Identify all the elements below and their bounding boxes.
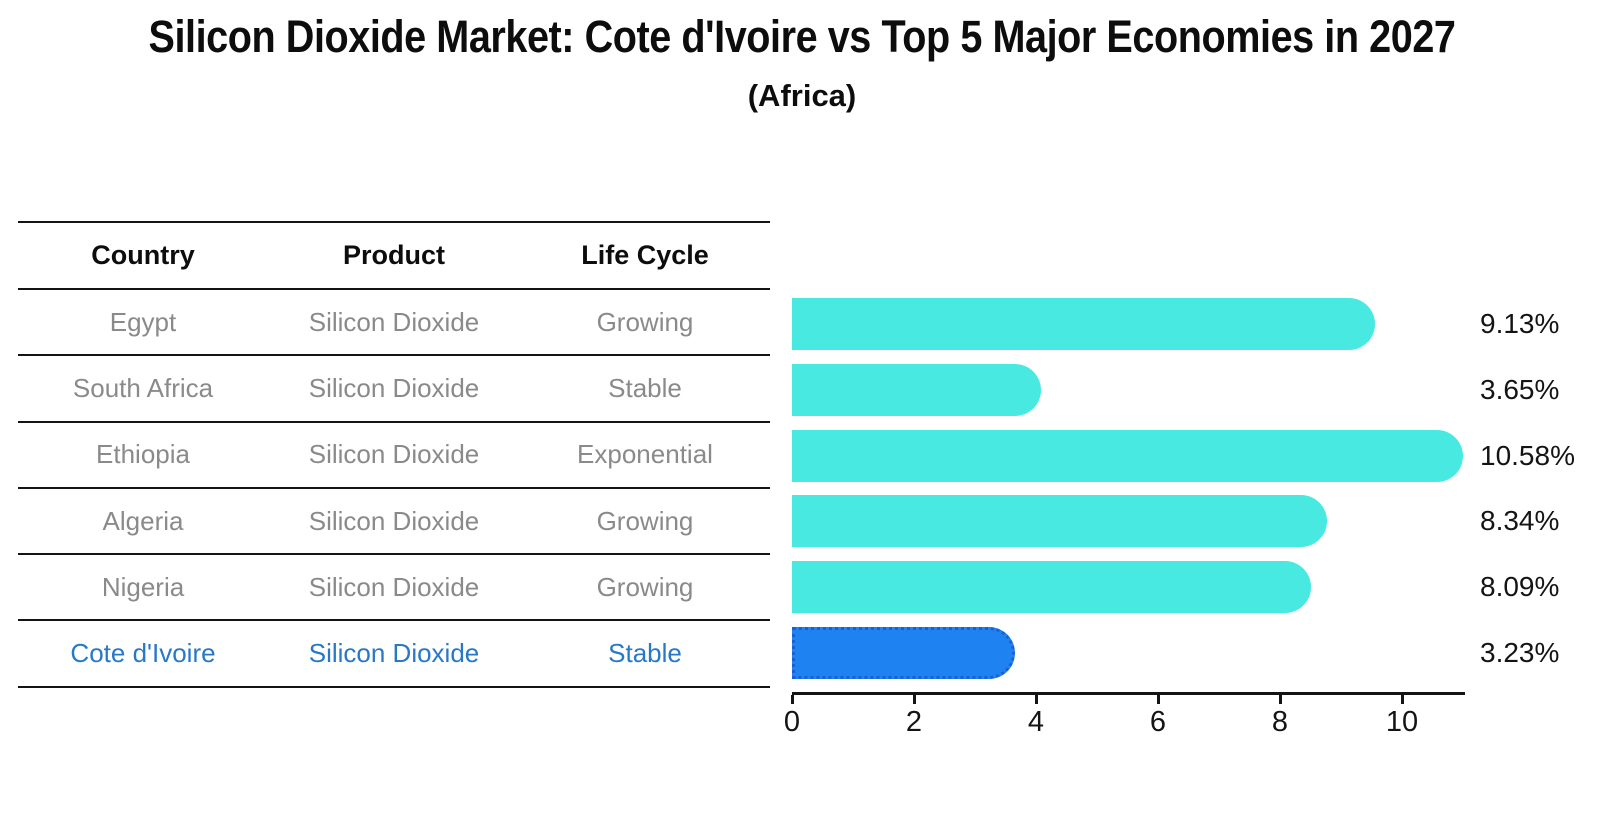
value-label: 3.65% xyxy=(1480,373,1560,405)
value-label: 10.58% xyxy=(1480,439,1575,471)
table-header-country: Country xyxy=(91,240,195,270)
x-tick-mark xyxy=(1034,695,1038,704)
cell-product: Silicon Dioxide xyxy=(308,372,480,403)
cell-product: Silicon Dioxide xyxy=(308,439,480,470)
x-tick-mark xyxy=(912,695,916,704)
x-tick-label: 0 xyxy=(783,706,801,738)
table-row: Egypt Silicon Dioxide Growing xyxy=(18,290,770,357)
table-row: Cote d'Ivoire Silicon Dioxide Stable xyxy=(18,621,770,688)
cell-life_cycle: Growing xyxy=(596,306,694,337)
value-label: 3.23% xyxy=(1480,637,1560,668)
bar-Algeria xyxy=(792,495,1327,548)
table-header-product: Product xyxy=(342,240,445,270)
table-row: Algeria Silicon Dioxide Growing xyxy=(18,489,770,556)
cell-life_cycle: Growing xyxy=(596,505,694,536)
table-row: South Africa Silicon Dioxide Stable xyxy=(18,356,770,423)
page-title: Silicon Dioxide Market: Cote d'Ivoire vs… xyxy=(148,11,1456,62)
cell-product: Silicon Dioxide xyxy=(308,638,480,669)
x-tick-label: 10 xyxy=(1385,706,1419,738)
cell-life_cycle: Growing xyxy=(596,571,694,602)
cell-country: South Africa xyxy=(72,372,214,403)
table-row: Nigeria Silicon Dioxide Growing xyxy=(18,555,770,622)
cell-product: Silicon Dioxide xyxy=(308,571,480,602)
table-header-row: Country Product Life Cycle xyxy=(18,221,770,290)
x-tick-label: 2 xyxy=(905,706,923,738)
value-label: 8.09% xyxy=(1480,571,1560,603)
table-body: Egypt Silicon Dioxide Growing South Africa S… xyxy=(18,290,770,688)
x-tick-label: 8 xyxy=(1271,706,1289,738)
highlight-bar-Cote d'Ivoire xyxy=(792,627,1015,679)
x-axis-line xyxy=(792,692,1465,695)
x-tick-mark xyxy=(1400,695,1404,704)
x-tick-mark xyxy=(1156,695,1160,704)
bar-South Africa xyxy=(792,363,1041,416)
cell-country: Algeria xyxy=(102,505,184,536)
cell-product: Silicon Dioxide xyxy=(308,306,480,337)
value-label: 9.13% xyxy=(1480,308,1560,339)
bar-Nigeria xyxy=(792,561,1311,614)
cell-country: Nigeria xyxy=(101,571,185,602)
x-tick-mark xyxy=(1278,695,1282,704)
bar-Ethiopia xyxy=(792,429,1463,482)
page-subtitle: (Africa) xyxy=(747,78,857,113)
cell-life_cycle: Stable xyxy=(608,638,682,669)
cell-country: Egypt xyxy=(109,306,177,337)
cell-life_cycle: Stable xyxy=(608,372,682,403)
x-tick-mark xyxy=(790,695,794,704)
table-row: Ethiopia Silicon Dioxide Exponential xyxy=(18,423,770,489)
cell-country: Cote d'Ivoire xyxy=(70,638,216,669)
cell-country: Ethiopia xyxy=(96,439,190,470)
x-tick-label: 6 xyxy=(1149,706,1167,738)
x-tick-label: 4 xyxy=(1027,706,1045,738)
table-header-lifecycle: Life Cycle xyxy=(581,240,709,270)
bar-Egypt xyxy=(792,298,1375,350)
cell-life_cycle: Exponential xyxy=(577,439,713,470)
cell-product: Silicon Dioxide xyxy=(308,505,480,536)
comparison-table: Country Product Life Cycle Egypt Silicon … xyxy=(18,221,770,688)
value-label: 8.34% xyxy=(1480,505,1560,537)
